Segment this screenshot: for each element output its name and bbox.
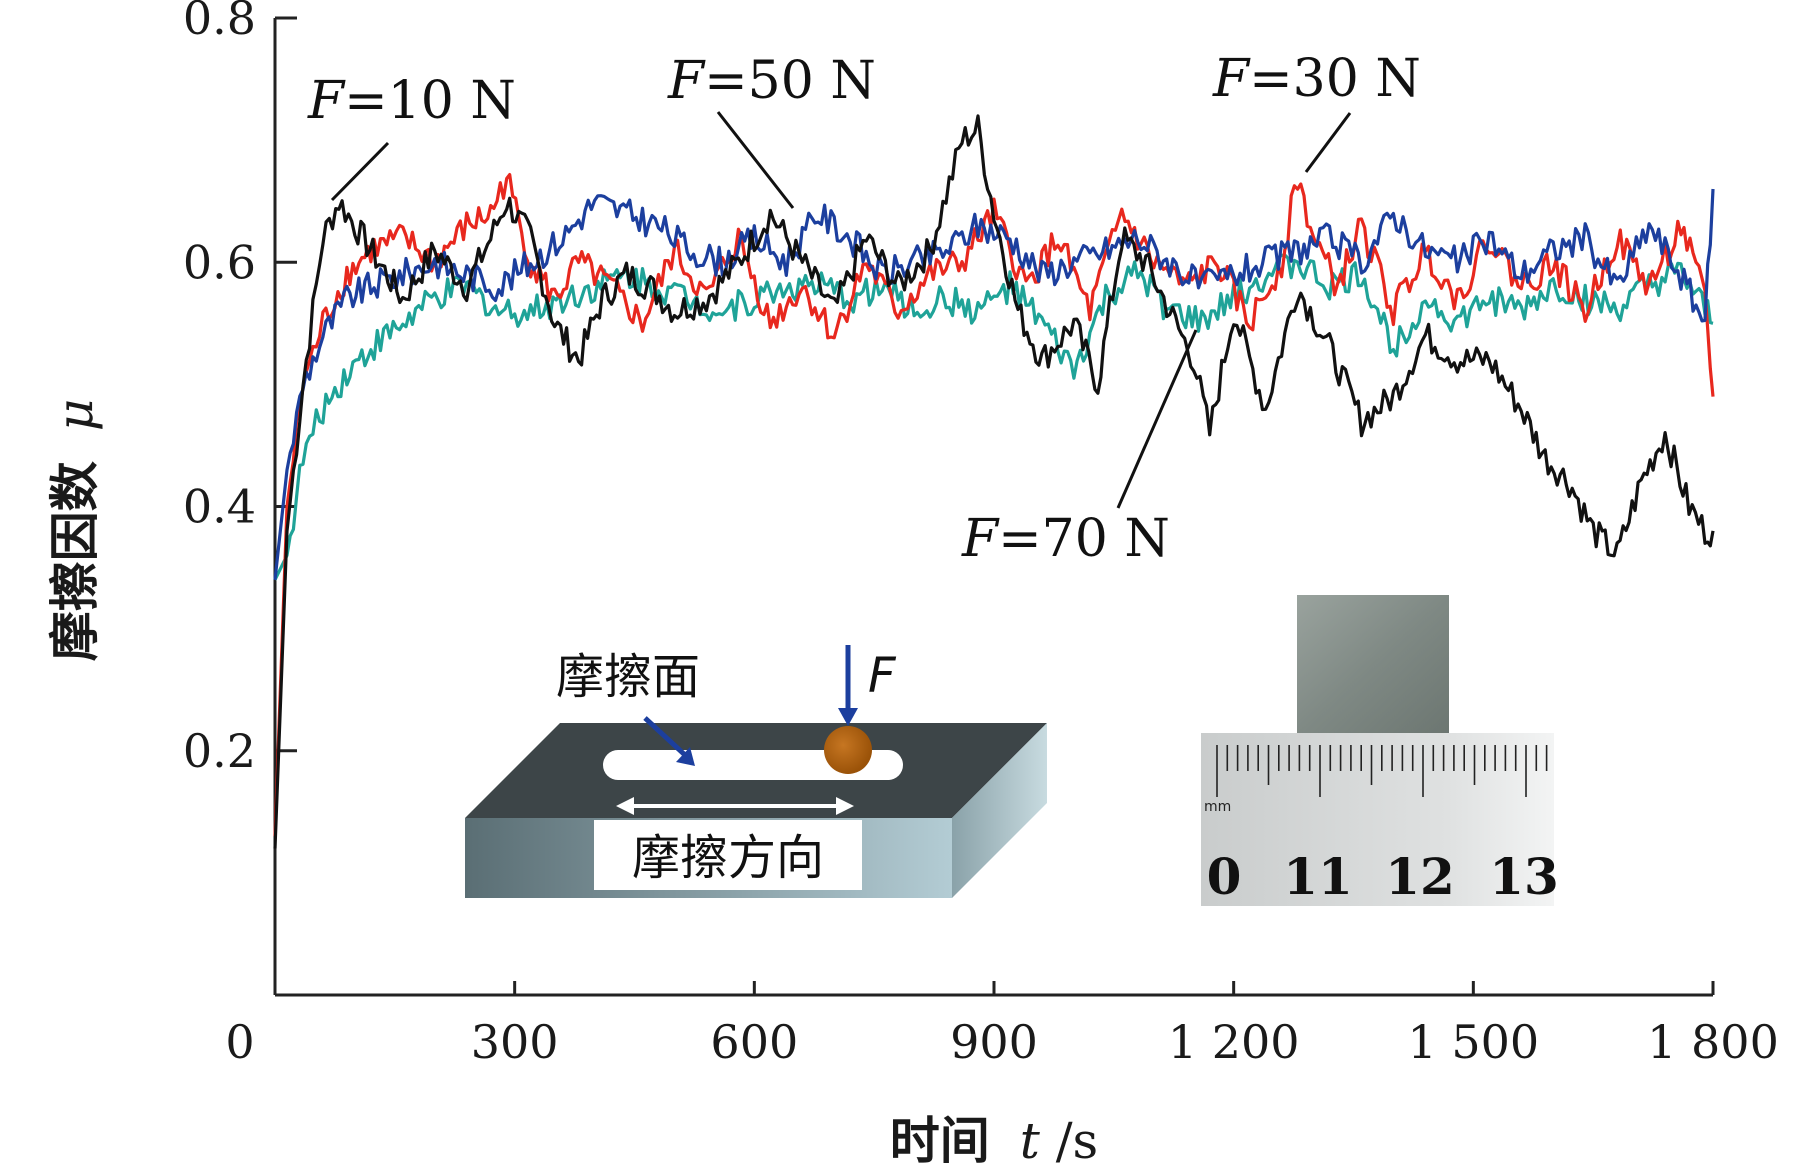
x-tick-label: 1 800: [1647, 1015, 1779, 1069]
annotation-f30: F=30 N: [1212, 49, 1421, 109]
x-axis-label-cn: 时间: [890, 1112, 990, 1170]
surface-pointer-head: [676, 747, 695, 766]
counter-ball: [824, 726, 872, 774]
annotation-f70-rest: =70 N: [998, 509, 1170, 569]
surface-pointer-arrow: [643, 716, 687, 757]
annotation-f30-var: F: [1212, 49, 1251, 109]
x-tick-label: 300: [471, 1015, 559, 1069]
annotation-f70-var: F: [961, 509, 1000, 569]
annotation-f50-var: F: [667, 51, 706, 111]
annotations: F=10 N F=50 N F=30 N F=70 N: [307, 49, 1421, 569]
annotation-f10-var: F: [307, 71, 346, 131]
ruler-number-13: 13: [1489, 847, 1559, 906]
sample-block: [1297, 595, 1449, 735]
series-layer: [273, 114, 1715, 849]
x-axis-label-unit: /s: [1056, 1112, 1099, 1170]
annotation-f70: F=70 N: [961, 509, 1170, 569]
annotation-f10: F=10 N: [307, 71, 516, 131]
y-axis-label-var: μ: [46, 399, 104, 432]
ruler-ticks: [1216, 745, 1548, 797]
x-tick-label: 600: [710, 1015, 798, 1069]
annotation-f70-leader: [1116, 329, 1198, 509]
x-tick-label: 0: [225, 1015, 254, 1069]
x-ticks: 0 300 600 900 1 200 1 500 1 800: [225, 981, 1779, 1069]
x-tick-label: 900: [950, 1015, 1038, 1069]
annotation-f50-rest: =50 N: [704, 51, 876, 111]
annotation-f30-rest: =30 N: [1249, 49, 1421, 109]
annotation-f10-leader: [330, 141, 390, 202]
direction-label-bg: [594, 820, 862, 890]
y-tick-label: 0.8: [183, 0, 256, 45]
friction-direction-label: 摩擦方向: [632, 830, 824, 886]
y-tick-label: 0.2: [183, 724, 256, 778]
inset-schematic: F 摩擦面 摩擦方向: [465, 645, 1047, 898]
friction-surface-label: 摩擦面: [556, 649, 700, 705]
ruler-number-0: 0: [1207, 847, 1242, 906]
force-arrow-head: [838, 708, 858, 726]
series-f-10-n: [273, 114, 1715, 849]
y-axis-label: 摩擦因数 μ: [46, 399, 104, 661]
x-axis-label-var: t: [1020, 1112, 1041, 1170]
series-f-70-n: [273, 253, 1714, 581]
inset-photo: mm 0 11 12 13: [1201, 595, 1559, 906]
direction-arrow-left-head: [616, 797, 634, 815]
x-tick-label: 1 500: [1407, 1015, 1539, 1069]
annotation-f10-rest: =10 N: [344, 71, 516, 131]
y-tick-label: 0.4: [183, 480, 256, 534]
annotation-f30-leader: [1304, 112, 1352, 173]
y-axis-label-cn: 摩擦因数: [46, 461, 104, 661]
y-ticks: 0.2 0.4 0.6 0.8: [183, 0, 297, 778]
ruler-unit-label: mm: [1204, 799, 1231, 815]
x-axis-label: 时间 t /s: [890, 1112, 1098, 1170]
ruler-number-12: 12: [1385, 847, 1455, 906]
force-label: F: [868, 648, 897, 704]
direction-arrow-right-head: [836, 797, 854, 815]
annotation-f50: F=50 N: [667, 51, 876, 111]
series-f-50-n: [273, 188, 1715, 580]
x-tick-label: 1 200: [1168, 1015, 1300, 1069]
block-side-face: [952, 723, 1047, 898]
ruler-number-11: 11: [1283, 847, 1353, 906]
y-tick-label: 0.6: [183, 235, 256, 289]
annotation-f50-leader: [716, 111, 795, 209]
